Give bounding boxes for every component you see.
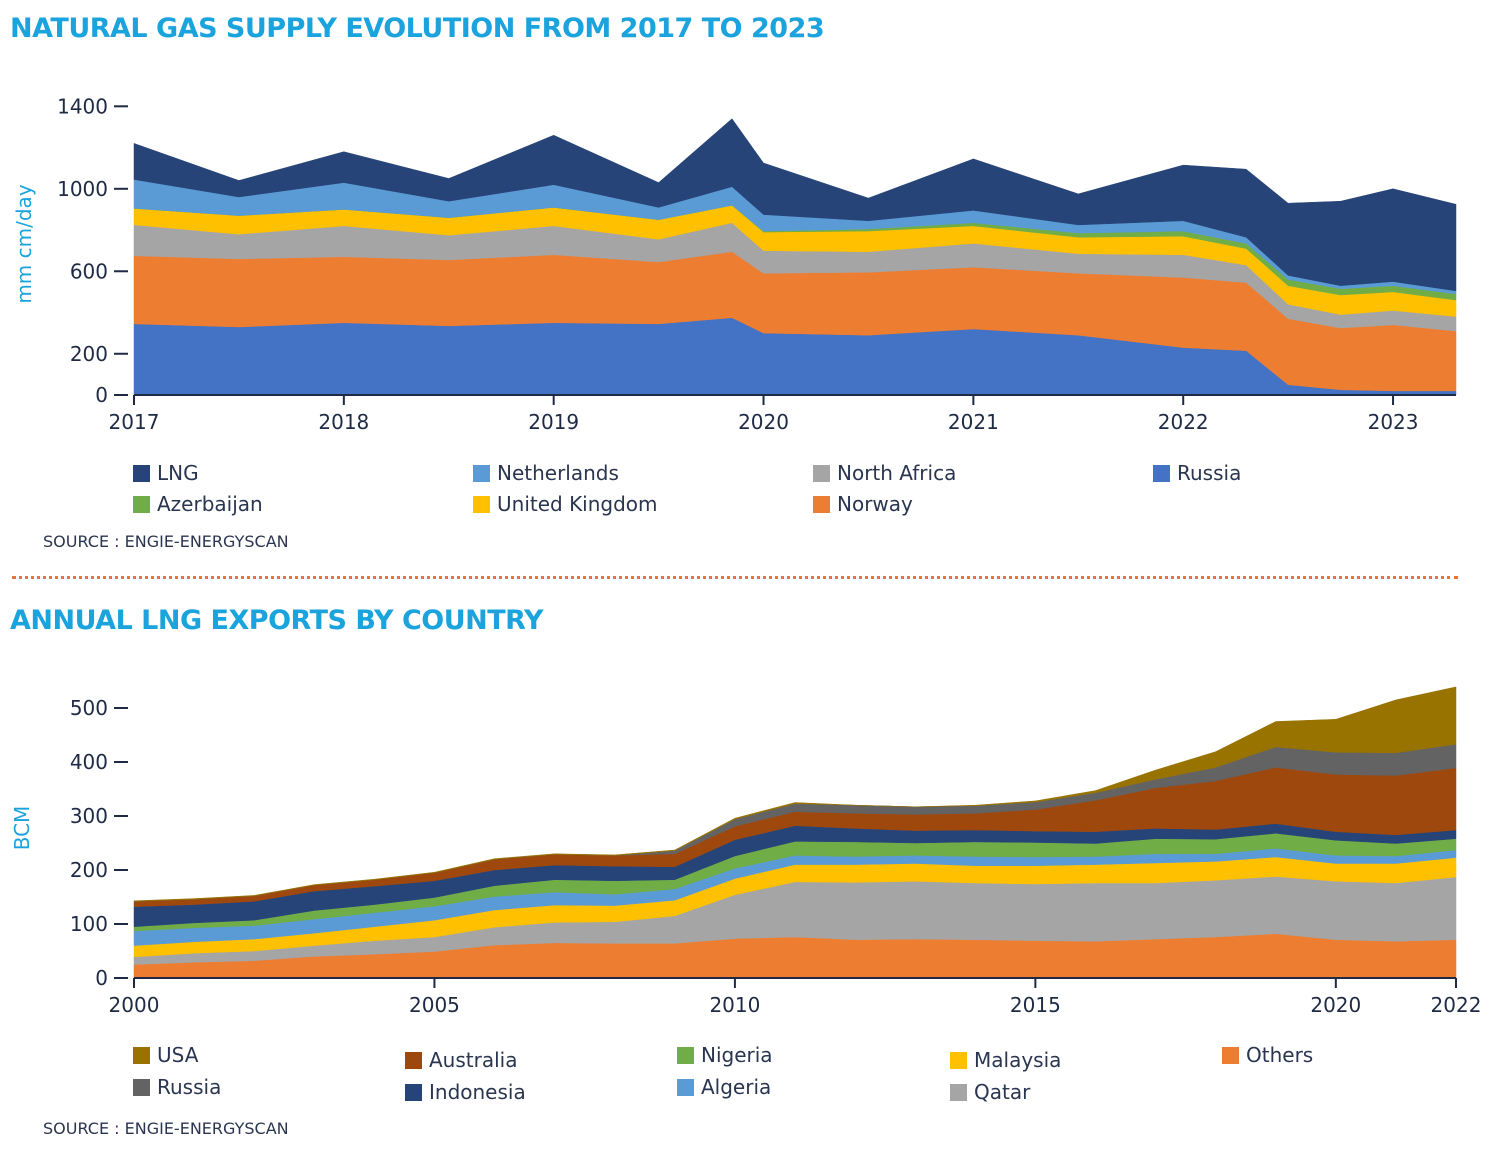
supply-x-tick-label: 2018 [318, 410, 369, 434]
supply-x-tick-label: 2020 [738, 410, 789, 434]
bottom-source-note: SOURCE : ENGIE-ENERGYSCAN [43, 1119, 289, 1138]
legend2-label-indonesia: Indonesia [429, 1080, 526, 1104]
legend-label-north-africa: North Africa [837, 461, 957, 485]
legend2-swatch-nigeria [677, 1046, 694, 1064]
supply-x-tick-label: 2022 [1158, 410, 1209, 434]
lng-exports-chart: 0 100 200 300 400 500 2000 2005 2010 2015 2020 2022 [70, 686, 1482, 1017]
supply-chart: 0 200 600 1000 1400 2017 2018 2019 2020 2021 2022 2… [57, 94, 1457, 434]
legend-label-lng: LNG [157, 461, 199, 485]
legend2-item-indonesia: Indonesia [405, 1080, 526, 1104]
supply-y-tick-label: 600 [70, 259, 108, 283]
legend2-item-qatar: Qatar [950, 1080, 1030, 1104]
legend-swatch-russia [1153, 464, 1170, 482]
legend2-swatch-usa [133, 1046, 150, 1064]
legend2-swatch-others [1222, 1046, 1239, 1064]
top-y-axis-label: mm cm/day [12, 184, 36, 304]
supply-y-tick-label: 1000 [57, 177, 108, 201]
lng-y-tick-label: 0 [95, 966, 108, 990]
legend2-label-algeria: Algeria [701, 1075, 772, 1099]
lng-y-tick-label: 200 [70, 858, 108, 882]
legend2-label-others: Others [1246, 1043, 1314, 1067]
bottom-chart-title: ANNUAL LNG EXPORTS BY COUNTRY [10, 605, 544, 636]
top-chart-title: NATURAL GAS SUPPLY EVOLUTION FROM 2017 T… [10, 13, 825, 44]
legend2-item-russia: Russia [133, 1075, 221, 1099]
legend2-item-algeria: Algeria [677, 1075, 771, 1099]
legend2-item-australia: Australia [405, 1048, 517, 1072]
legend-swatch-north-africa [813, 464, 830, 482]
legend-label-united-kingdom: United Kingdom [497, 492, 658, 516]
lng-y-tick-label: 400 [70, 750, 108, 774]
legend-swatch-netherlands [473, 464, 490, 482]
lng-y-tick-label: 300 [70, 804, 108, 828]
legend2-label-qatar: Qatar [974, 1080, 1031, 1104]
legend2-swatch-russia [133, 1078, 150, 1096]
legend2-swatch-indonesia [405, 1083, 422, 1101]
legend2-item-nigeria: Nigeria [677, 1043, 773, 1067]
supply-x-tick-label: 2019 [528, 410, 579, 434]
lng-y-tick-label: 100 [70, 912, 108, 936]
legend-label-norway: Norway [837, 492, 913, 516]
legend-label-russia: Russia [1177, 461, 1242, 485]
legend2-item-usa: USA [133, 1043, 198, 1067]
legend-swatch-united-kingdom [473, 495, 490, 513]
lng-area-usa [133, 686, 1457, 902]
legend2-item-others: Others [1222, 1043, 1313, 1067]
legend-swatch-azerbaijan [133, 495, 150, 513]
legend-item-russia: Russia [1153, 461, 1241, 485]
section-divider [12, 576, 1458, 579]
legend2-swatch-australia [405, 1051, 422, 1069]
legend-swatch-norway [813, 495, 830, 513]
lng-y-tick-label: 500 [70, 696, 108, 720]
legend-item-azerbaijan: Azerbaijan [133, 492, 263, 516]
legend-label-netherlands: Netherlands [497, 461, 619, 485]
supply-x-tick-label: 2017 [109, 410, 160, 434]
legend2-swatch-algeria [677, 1078, 694, 1096]
lng-x-tick-label: 2015 [1010, 993, 1061, 1017]
supply-y-tick-label: 200 [70, 342, 108, 366]
lng-x-tick-label: 2010 [709, 993, 760, 1017]
lng-x-tick-label: 2005 [409, 993, 460, 1017]
supply-y-tick-label: 0 [95, 383, 108, 407]
top-source-note: SOURCE : ENGIE-ENERGYSCAN [43, 532, 289, 551]
legend-item-netherlands: Netherlands [473, 461, 619, 485]
legend2-swatch-malaysia [950, 1051, 967, 1069]
lng-x-tick-label: 2022 [1431, 993, 1482, 1017]
legend2-swatch-qatar [950, 1083, 967, 1101]
legend2-label-russia: Russia [157, 1075, 222, 1099]
legend-item-lng: LNG [133, 461, 199, 485]
supply-y-tick-label: 1400 [57, 94, 108, 118]
legend2-label-australia: Australia [429, 1048, 518, 1072]
lng-x-tick-label: 2000 [109, 993, 160, 1017]
supply-x-tick-label: 2023 [1368, 410, 1419, 434]
legend2-label-nigeria: Nigeria [701, 1043, 773, 1067]
legend-swatch-lng [133, 464, 150, 482]
legend2-label-usa: USA [157, 1043, 199, 1067]
legend-item-norway: Norway [813, 492, 913, 516]
lng-x-tick-label: 2020 [1310, 993, 1361, 1017]
bottom-y-axis-label: BCM [10, 805, 34, 851]
legend-item-united-kingdom: United Kingdom [473, 492, 658, 516]
legend2-item-malaysia: Malaysia [950, 1048, 1061, 1072]
legend-item-north-africa: North Africa [813, 461, 956, 485]
legend-label-azerbaijan: Azerbaijan [157, 492, 263, 516]
legend2-label-malaysia: Malaysia [974, 1048, 1062, 1072]
supply-area-lng [133, 118, 1457, 292]
supply-x-tick-label: 2021 [948, 410, 999, 434]
